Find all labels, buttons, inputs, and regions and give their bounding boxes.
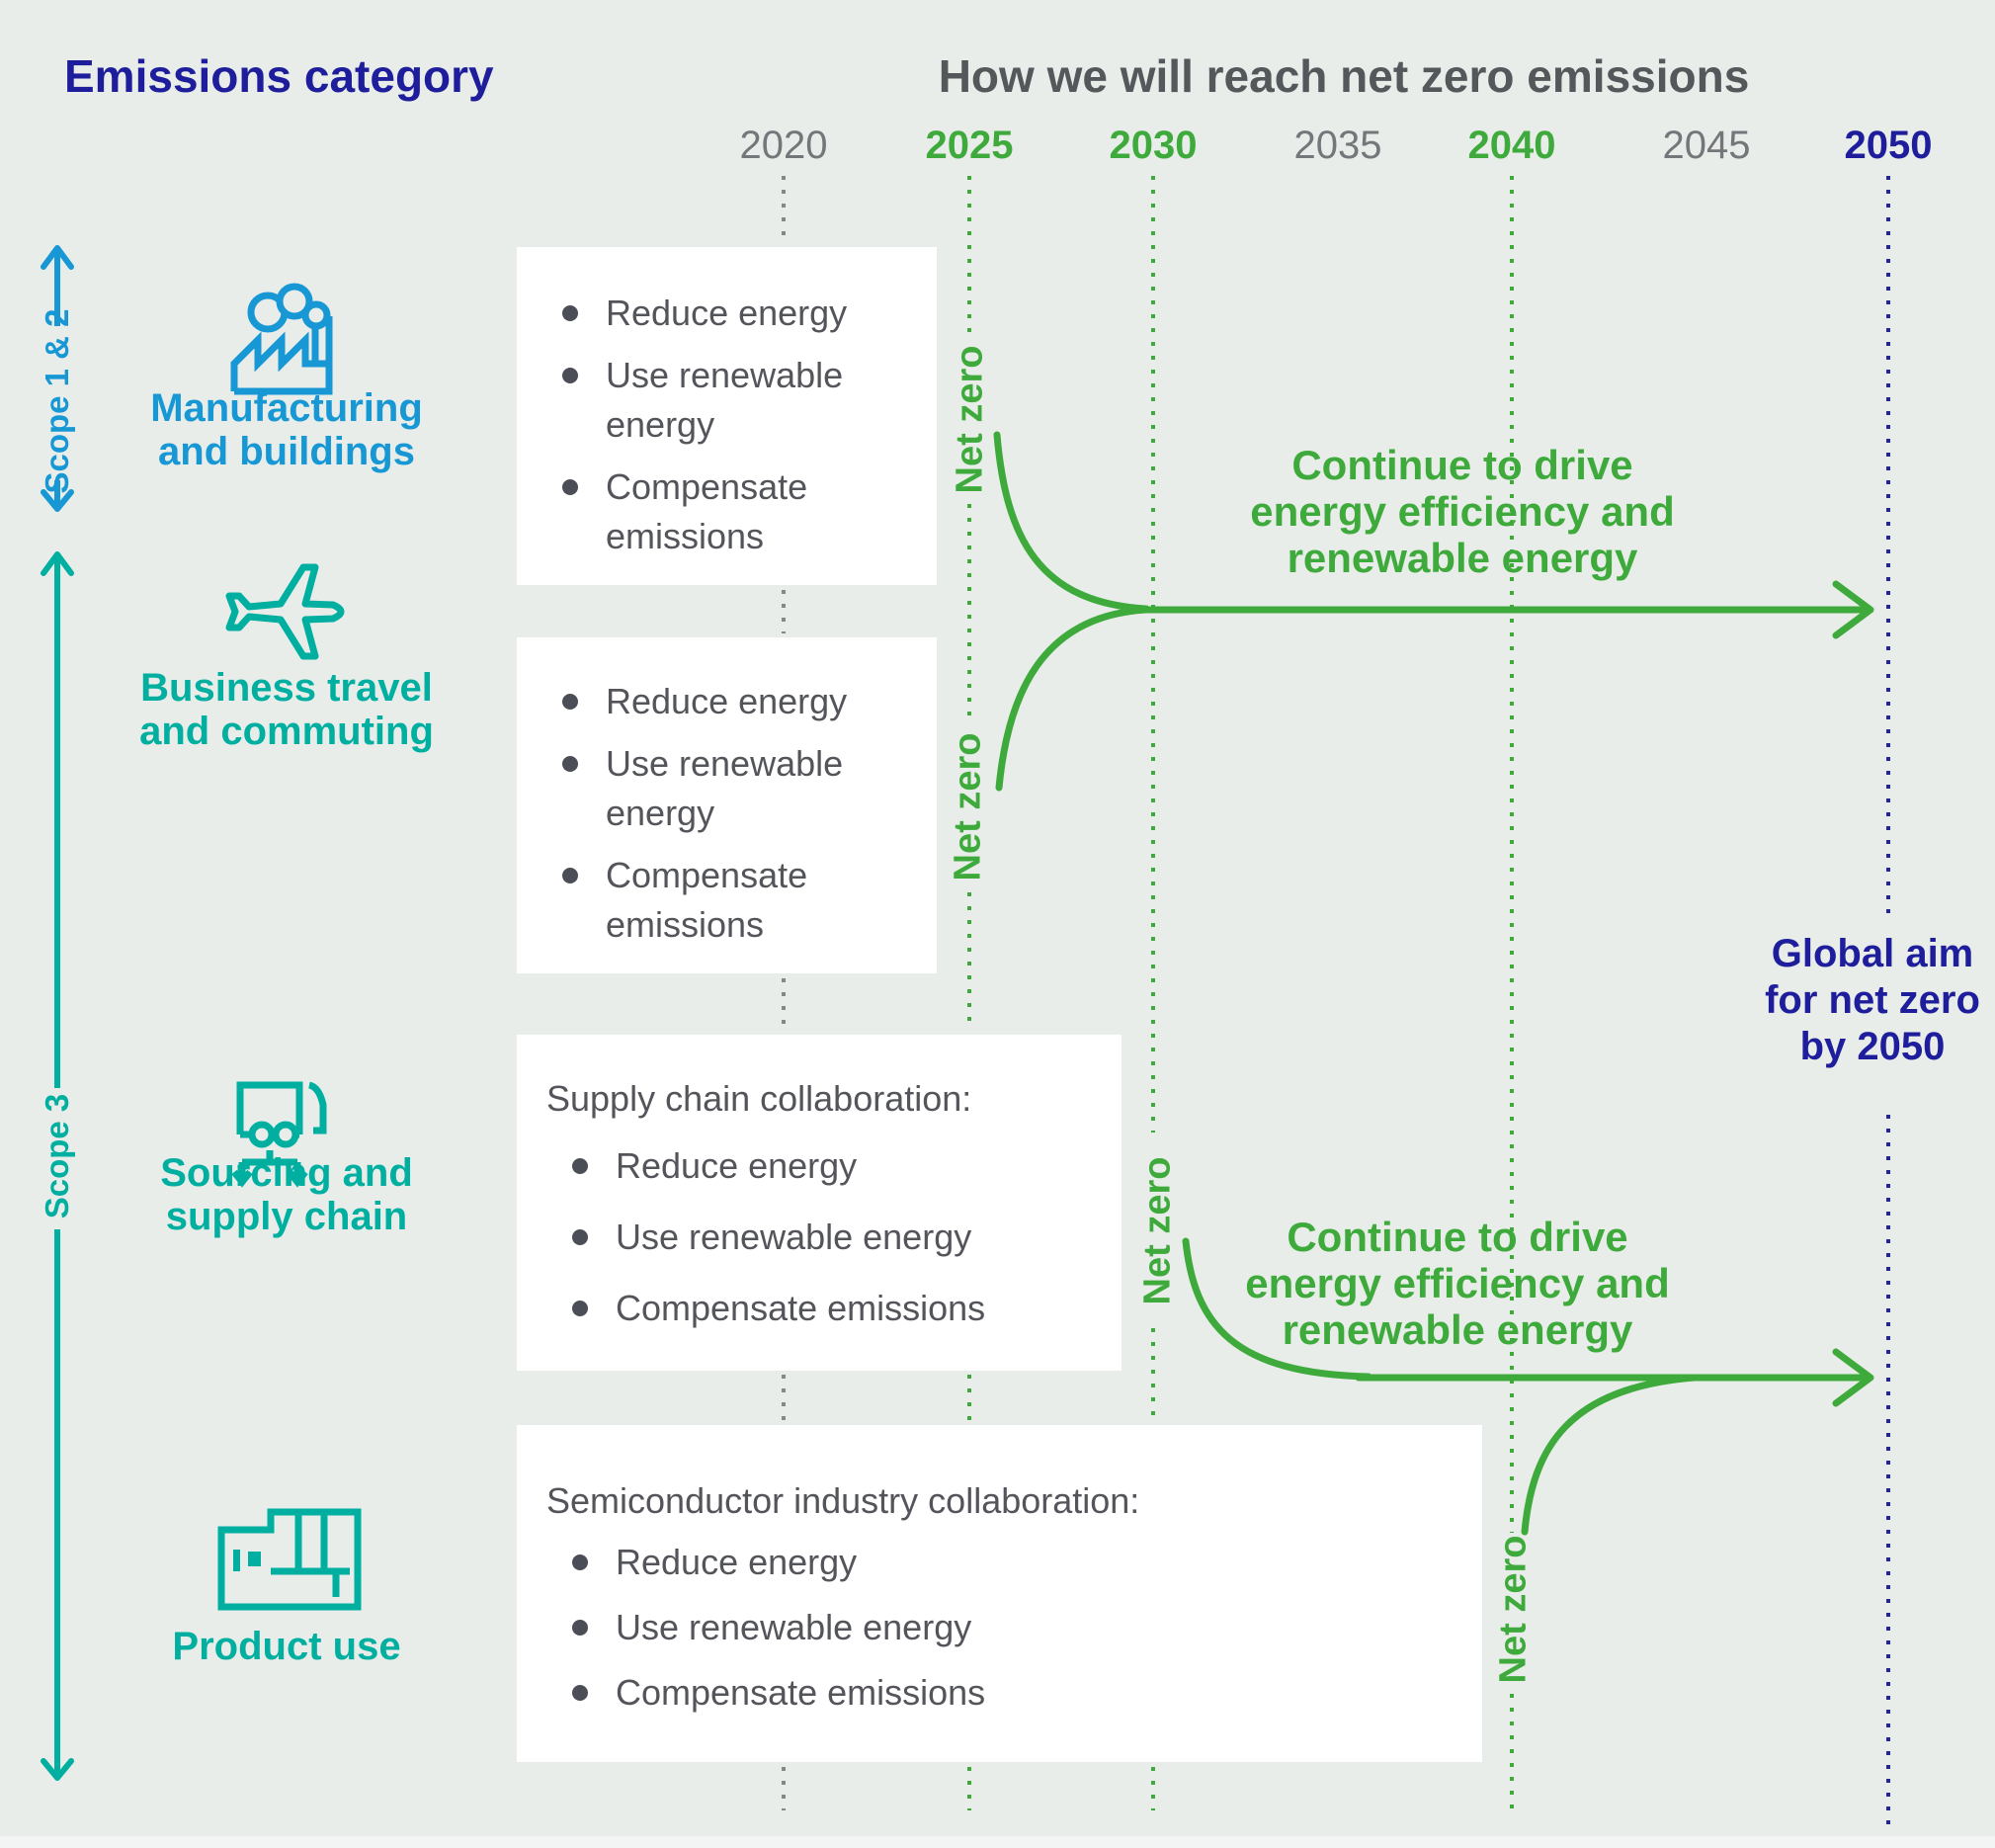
flow-curve-product-use [1521,1374,1699,1536]
flow-arrowhead-scope3 [1832,1348,1874,1407]
measures-list: Reduce energy Use renewable energy Compe… [537,677,917,950]
category-label-line: Sourcing and [160,1151,413,1195]
list-item: Use renewable energy [537,351,932,450]
scope-3-arrow-bottom [41,1229,74,1781]
dotted-line-2030 [1151,1328,1155,1421]
machine-icon [217,1508,362,1611]
flow-annotation-line: Continue to drive [1287,1214,1628,1260]
year-label: 2040 [1467,124,1556,167]
truck-icon [231,1081,327,1188]
list-item: Reduce energy [546,1538,1462,1587]
flow-annotation-line: energy efficiency and [1250,488,1675,535]
year-label: 2035 [1293,124,1382,167]
list-item: Compensate emissions [546,1284,1102,1333]
dotted-line-2030 [1151,176,1155,1133]
category-label-line: Product use [172,1625,401,1668]
global-aim-line: Global aim [1771,932,1974,975]
scope-1-2-label: Scope 1 & 2 [39,308,75,494]
page-title-left: Emissions category [64,50,494,102]
measures-list: Reduce energy Use renewable energy Compe… [546,1538,1462,1718]
box-heading: Semiconductor industry collaboration: [546,1480,1140,1521]
category-label-line: and buildings [158,430,415,473]
net-zero-label-business-travel: Net zero [947,732,989,882]
list-item: Compensate emissions [546,1668,1462,1718]
dotted-line-2020 [782,978,786,1031]
dotted-line-2025 [967,892,971,1031]
category-label-business-travel: Business travel and commuting [139,666,434,753]
flow-arrowhead-scope12 [1832,580,1874,639]
dotted-line-2025 [967,1767,971,1810]
list-item: Reduce energy [546,1141,1102,1191]
list-item: Reduce energy [537,289,932,338]
list-item: Compensate emissions [537,851,932,950]
dotted-line-2025 [967,1375,971,1421]
flow-annotation-scope12: Continue to drive energy efficiency and … [1117,442,1808,581]
category-label-line: supply chain [165,1195,408,1238]
category-label-manufacturing: Manufacturing and buildings [150,386,423,473]
bottom-strip [0,1836,1995,1848]
year-label: 2025 [925,124,1014,167]
dotted-line-2040 [1510,176,1514,1533]
scope-3-arrow-top [41,551,74,1088]
dotted-line-2050 [1886,176,1890,920]
scope-1-2-arrow-bottom [41,480,74,512]
measures-list: Reduce energy Use renewable energy Compe… [537,289,917,561]
factory-icon [230,283,333,395]
year-label: 2050 [1844,124,1933,167]
category-label-sourcing: Sourcing and supply chain [160,1151,413,1238]
flow-annotation-line: renewable energy [1282,1306,1633,1353]
dotted-line-2020 [782,176,786,243]
year-label: 2030 [1109,124,1198,167]
measures-list: Reduce energy Use renewable energy Compe… [546,1141,1102,1333]
list-item: Compensate emissions [537,462,932,561]
measures-box-semiconductor: Semiconductor industry collaboration: Re… [517,1425,1482,1762]
flow-annotation-scope3: Continue to drive energy efficiency and … [1112,1214,1803,1353]
dotted-line-2025 [967,176,971,337]
dotted-line-2040 [1510,1694,1514,1810]
scope-3-label: Scope 3 [39,1093,75,1219]
category-label-line: Manufacturing [150,386,423,430]
airplane-icon [225,563,345,660]
measures-box-manufacturing: Reduce energy Use renewable energy Compe… [517,247,937,585]
measures-box-supply-chain: Supply chain collaboration: Reduce energ… [517,1035,1122,1371]
list-item: Reduce energy [537,677,932,726]
list-item: Use renewable energy [546,1213,1102,1262]
dotted-line-2020 [782,1375,786,1421]
category-label-line: and commuting [139,710,434,753]
flow-curve-business-travel [995,606,1150,792]
box-heading: Supply chain collaboration: [546,1078,972,1119]
flow-annotation-line: renewable energy [1287,535,1638,581]
dotted-line-2050 [1886,1115,1890,1824]
list-item: Use renewable energy [546,1603,1462,1652]
global-aim-line: for net zero [1765,978,1980,1022]
year-label: 2020 [739,124,828,167]
year-label: 2045 [1662,124,1751,167]
measures-box-business-travel: Reduce energy Use renewable energy Compe… [517,637,937,973]
dotted-line-2030 [1151,1767,1155,1810]
net-zero-label-product-use: Net zero [1492,1535,1535,1684]
net-zero-label-manufacturing: Net zero [949,345,991,494]
category-label-line: Business travel [140,666,433,710]
page-title-right: How we will reach net zero emissions [938,50,1750,102]
global-aim-text: Global aim for net zero by 2050 [1722,931,1995,1070]
list-item: Use renewable energy [537,739,932,838]
dotted-line-2020 [782,590,786,633]
flow-annotation-line: Continue to drive [1291,442,1633,488]
scope-1-2-arrow-top [41,245,74,326]
dotted-line-2020 [782,1767,786,1810]
dotted-line-2025 [967,504,971,722]
category-label-product-use: Product use [172,1625,400,1668]
global-aim-line: by 2050 [1799,1025,1946,1068]
flow-annotation-line: energy efficiency and [1245,1260,1670,1306]
